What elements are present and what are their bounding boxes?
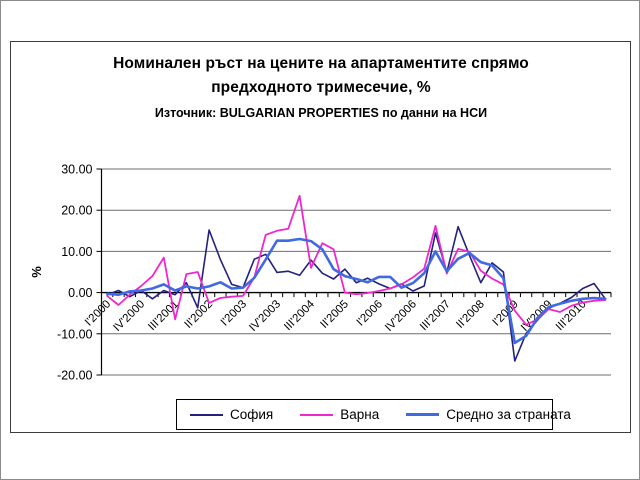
y-axis-title: %	[29, 266, 44, 278]
chart-title-line2: предходното тримесечие, %	[211, 79, 431, 96]
y-tick-label: -20.00	[57, 369, 92, 383]
y-tick-label: 0.00	[68, 286, 92, 300]
chart-subtitle: Източник: BULGARIAN PROPERTIES по данни …	[154, 106, 488, 120]
x-tick-label: I'2006	[355, 298, 385, 328]
series-line-1	[106, 194, 607, 326]
legend-line-average-swatch	[406, 413, 440, 416]
legend-item-varna: Варна	[300, 407, 379, 422]
legend-label-average: Средно за страната	[446, 407, 571, 422]
x-tick-label: III'2007	[418, 298, 453, 333]
y-tick-label: -10.00	[57, 327, 92, 341]
y-tick-label: 20.00	[61, 204, 92, 218]
legend-line-sofia-swatch	[190, 413, 223, 416]
x-tick-label: I'2003	[219, 298, 249, 328]
x-tick-label: IV'2006	[383, 298, 419, 334]
y-tick-label: 10.00	[61, 245, 92, 259]
legend-line-varna-swatch	[300, 413, 334, 416]
legend-label-sofia: София	[230, 407, 274, 422]
x-tick-label: IV'2003	[247, 298, 283, 334]
series-line-2	[105, 237, 607, 345]
y-tick-label: 30.00	[61, 163, 92, 177]
x-tick-label: I'2000	[83, 298, 113, 328]
series-line-0	[106, 225, 607, 362]
legend-box: София Варна Средно за страната	[176, 399, 571, 430]
x-tick-label: II'2005	[318, 298, 351, 331]
legend-label-varna: Варна	[340, 407, 380, 422]
x-tick-label: IV'2009	[519, 298, 555, 334]
x-tick-label: III'2004	[282, 298, 317, 333]
chart-frame	[10, 41, 631, 433]
chart-title-line1: Номинален ръст на цените на апартаментит…	[113, 55, 529, 72]
x-tick-label: II'2008	[454, 298, 487, 331]
legend-item-sofia: София	[190, 407, 273, 422]
legend-item-average: Средно за страната	[406, 407, 571, 422]
